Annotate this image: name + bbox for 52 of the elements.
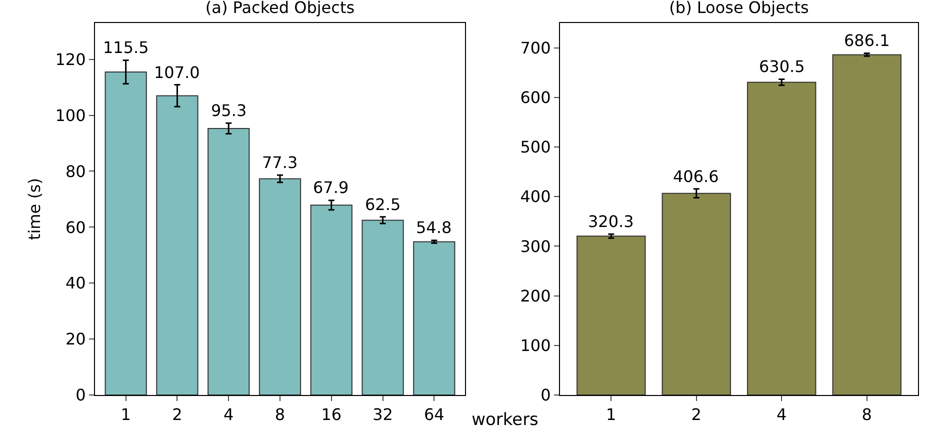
y-tick-label: 120 [55,50,86,69]
x-tick-label: 8 [274,405,286,424]
y-tick-label: 60 [65,218,86,237]
data-label: 67.9 [313,178,349,197]
data-label: 95.3 [211,101,247,120]
y-tick-label: 100 [520,336,551,355]
bar [662,192,731,395]
data-label: 406.6 [673,167,719,186]
bar [310,204,352,395]
y-tick-label: 0 [76,386,86,405]
x-tick-label: 2 [691,405,702,424]
x-tick-label: 4 [776,405,787,424]
y-axis-title: time (s) [25,178,44,240]
y-tick-label: 400 [520,187,551,206]
bar [208,128,250,395]
x-tick-label: 1 [120,405,131,424]
data-label: 54.8 [416,218,452,237]
data-label: 686.1 [844,31,890,50]
x-tick-label: 4 [224,405,234,424]
data-label: 320.3 [588,212,634,231]
x-tick-label: 64 [424,405,444,424]
x-tick-label: 16 [321,405,342,424]
y-tick-label: 500 [520,138,551,157]
y-tick-label: 700 [520,38,551,58]
x-tick-label: 8 [862,405,872,424]
bar [832,54,902,395]
y-tick-label: 600 [520,88,551,107]
bar [413,241,456,395]
data-label: 77.3 [262,153,298,172]
y-tick-label: 200 [520,286,551,306]
data-label: 630.5 [759,57,805,76]
chart-title: (a) Packed Objects [205,0,355,18]
bar [104,71,147,395]
y-tick-label: 300 [520,236,551,256]
y-tick-label: 100 [55,106,86,125]
x-tick-label: 2 [172,405,182,424]
data-label: 62.5 [365,195,401,214]
data-label: 115.5 [103,38,149,57]
bar [258,178,302,395]
y-tick-label: 80 [65,162,86,181]
x-axis-title: workers [472,410,538,430]
chart-title: (b) Loose Objects [669,0,809,18]
y-tick-label: 0 [540,386,551,405]
bar [747,82,816,395]
bar [576,236,646,395]
bar [156,95,198,395]
data-label: 107.0 [154,63,200,82]
y-tick-label: 20 [65,330,86,349]
bar [362,220,404,395]
x-tick-label: 1 [606,405,616,424]
x-tick-label: 32 [372,405,393,424]
y-tick-label: 40 [65,274,86,293]
